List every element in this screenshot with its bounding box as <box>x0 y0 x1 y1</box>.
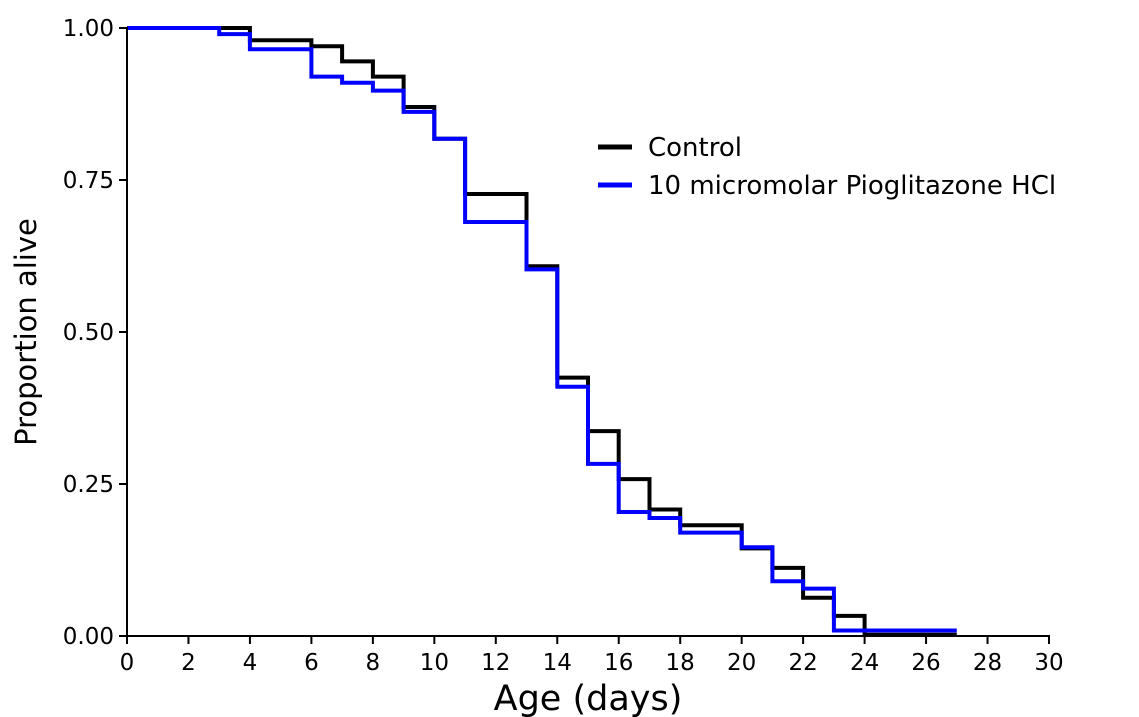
legend: Control 10 micromolar Pioglitazone HCl <box>598 133 1056 201</box>
x-tick-label: 6 <box>304 650 319 676</box>
y-ticks: 0.00 0.25 0.50 0.75 1.00 <box>63 16 127 650</box>
series-layer <box>127 26 957 637</box>
series-line-1 <box>127 26 957 633</box>
x-tick-label: 12 <box>481 650 510 676</box>
x-tick-label: 16 <box>604 650 633 676</box>
y-tick-label: 0.50 <box>63 320 114 346</box>
x-tick-label: 22 <box>788 650 817 676</box>
x-tick-label: 24 <box>850 650 879 676</box>
legend-label-1: 10 micromolar Pioglitazone HCl <box>648 171 1056 201</box>
x-tick-label: 0 <box>120 650 135 676</box>
y-tick-label: 0.00 <box>63 624 114 650</box>
y-tick-label: 1.00 <box>63 16 114 42</box>
x-tick-label: 30 <box>1034 650 1063 676</box>
x-ticks: 0 2 4 6 8 10 12 14 16 18 20 22 24 26 28 30 <box>120 636 1064 676</box>
x-tick-label: 8 <box>366 650 381 676</box>
y-tick-label: 0.25 <box>63 472 114 498</box>
x-tick-label: 2 <box>181 650 196 676</box>
x-tick-label: 18 <box>666 650 695 676</box>
y-tick-label: 0.75 <box>63 168 114 194</box>
x-tick-label: 26 <box>911 650 940 676</box>
x-tick-label: 4 <box>243 650 258 676</box>
series-line-0 <box>127 26 957 637</box>
legend-label-0: Control <box>648 133 742 163</box>
x-axis-title: Age (days) <box>494 679 683 717</box>
x-tick-label: 28 <box>973 650 1002 676</box>
x-tick-label: 14 <box>543 650 572 676</box>
x-tick-label: 10 <box>420 650 449 676</box>
x-tick-label: 20 <box>727 650 756 676</box>
y-axis-title: Proportion alive <box>9 218 43 446</box>
